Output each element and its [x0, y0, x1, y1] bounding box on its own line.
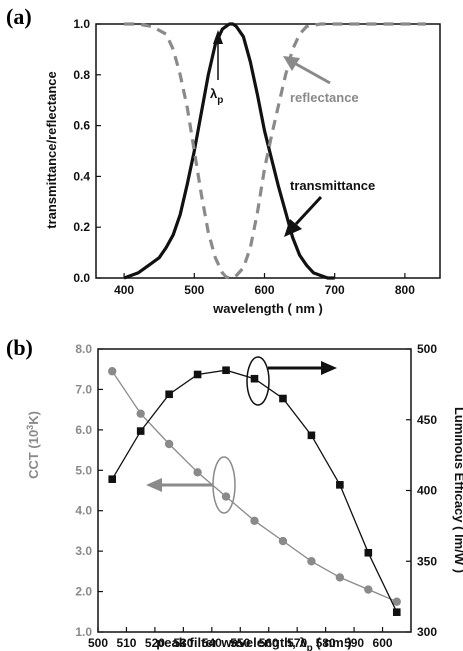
- panel-a-y-tick-label: 0.6: [73, 119, 90, 133]
- cct-axis-title-main: CCT (10: [26, 430, 41, 479]
- efficacy-data-point: [336, 481, 344, 489]
- panel-b-left-y-axis-title: CCT (103K): [25, 411, 41, 479]
- efficacy-data-point: [222, 366, 230, 375]
- panel-b-x-tick-label: 500: [88, 636, 108, 650]
- panel-b-chart: (b) 500 510 520 530 540 550 560 570 580 590 600 1.…: [6, 335, 463, 651]
- reflectance-line: [124, 22, 426, 280]
- panel-b-x-axis-title: peak filter wavelength, λp ( nm ): [156, 635, 351, 651]
- cct-data-point: [364, 585, 373, 594]
- panel-b-x-tick-label: 540: [202, 636, 222, 650]
- panel-a-plot-frame: [95, 23, 441, 279]
- panel-a-x-axis-title: wavelength ( nm ): [212, 301, 323, 316]
- cct-data-point: [136, 409, 145, 418]
- panel-b-series: [108, 366, 401, 616]
- cct-data-point: [164, 439, 174, 449]
- efficacy-data-point: [250, 374, 259, 383]
- transmittance-label: transmittance: [290, 178, 375, 193]
- panel-b-left-y-tick-label: 5.0: [75, 463, 92, 477]
- transmittance-arrow-line: [294, 195, 323, 226]
- panel-b-x-tick-label: 590: [344, 636, 364, 650]
- transmittance-line: [123, 22, 335, 280]
- cct-data-point: [335, 573, 345, 582]
- panel-b-left-y-tick-label: 6.0: [75, 423, 92, 437]
- efficacy-data-point: [279, 394, 287, 403]
- efficacy-series-line: [111, 369, 398, 613]
- transmittance-arrow-icon: [284, 219, 302, 237]
- cct-arrow-icon: [146, 478, 162, 492]
- peak-arrow-icon: [213, 30, 223, 44]
- panel-b-right-y-tick-label: 400: [417, 484, 437, 498]
- peak-lambda-subscript: p: [217, 95, 223, 106]
- cct-data-point: [250, 516, 259, 526]
- panel-b-right-y-tick-label: 500: [417, 342, 437, 356]
- peak-lambda-symbol: λ: [210, 86, 218, 101]
- panel-b-left-y-tick-label: 7.0: [75, 382, 92, 396]
- cct-data-point: [221, 492, 231, 501]
- panel-b-right-y-tick-label: 350: [417, 554, 437, 568]
- panel-a-y-axis-title: transmittance/reflectance: [44, 71, 59, 229]
- panel-a-x-tick-label: 700: [325, 283, 345, 297]
- reflectance-arrow-icon: [283, 56, 300, 71]
- reflectance-label: reflectance: [290, 90, 359, 105]
- panel-a-x-tick-label: 400: [114, 283, 134, 297]
- panel-a-x-tick-label: 600: [254, 283, 274, 297]
- cct-data-point: [278, 536, 288, 546]
- panel-b-x-tick-label: 520: [145, 636, 165, 650]
- panel-b-right-y-tick-label: 300: [417, 625, 437, 639]
- reflectance-arrow-line: [295, 62, 331, 85]
- panel-a-y-tick-label: 0.2: [73, 220, 90, 234]
- panel-b-x-ticks: 500 510 520 530 540 550 560 570 580 590 600: [88, 627, 393, 650]
- panel-b-left-y-tick-label: 3.0: [75, 544, 92, 558]
- panel-b-right-y-ticks: 300 350 400 450 500: [406, 342, 437, 639]
- panel-b-left-y-tick-label: 2.0: [75, 585, 92, 599]
- panel-a-label: (a): [6, 4, 32, 29]
- panel-b-left-y-tick-label: 1.0: [75, 625, 92, 639]
- panel-b-x-tick-label: 530: [173, 636, 193, 650]
- efficacy-data-point: [193, 370, 202, 379]
- panel-a-y-tick-label: 0.8: [73, 68, 90, 82]
- panel-b-x-tick-label: 600: [373, 636, 393, 650]
- panel-a-series: [123, 22, 426, 280]
- panel-b-left-y-tick-label: 8.0: [75, 342, 92, 356]
- efficacy-data-point: [108, 475, 117, 483]
- panel-b-x-axis-title-main: peak filter wavelength, λ: [156, 635, 307, 650]
- efficacy-data-point: [136, 427, 145, 435]
- cct-data-point: [193, 468, 202, 477]
- cct-data-point: [392, 597, 401, 606]
- panel-b-x-axis-title-unit: ( nm ): [313, 635, 352, 650]
- efficacy-data-point: [364, 548, 373, 557]
- peak-lambda-label: λp: [210, 86, 223, 106]
- panel-b-x-tick-label: 570: [287, 636, 307, 650]
- panel-b-label: (b): [6, 335, 33, 360]
- efficacy-data-point: [165, 390, 173, 399]
- panel-b-left-y-ticks: 1.0 2.0 3.0 4.0 5.0 6.0 7.0 8.0: [75, 342, 103, 639]
- panel-b-right-y-axis-title: Luminous Efficacy ( lm/W ): [452, 407, 463, 573]
- panel-a-y-tick-label: 0.4: [73, 169, 90, 183]
- panel-a-y-tick-label: 0.0: [73, 271, 90, 285]
- panel-b-x-tick-label: 550: [230, 636, 250, 650]
- panel-a-y-ticks: 0.0 0.2 0.4 0.6 0.8 1.0: [73, 17, 101, 285]
- cct-series-ellipse: [212, 456, 236, 514]
- panel-a-y-tick-label: 1.0: [73, 17, 90, 31]
- panel-b-x-tick-label: 580: [316, 636, 336, 650]
- efficacy-arrow-icon: [321, 361, 337, 375]
- panel-b-right-y-tick-label: 450: [417, 413, 437, 427]
- efficacy-series-ellipse: [246, 356, 270, 406]
- panel-a-x-tick-label: 500: [184, 283, 204, 297]
- panel-b-left-y-tick-label: 4.0: [75, 504, 92, 518]
- panel-a-chart: (a) 400 500 600 700 800 0.0 0.2 0.4 0.6 0.8 1.0 w…: [6, 4, 441, 316]
- panel-b-plot-frame: [97, 348, 412, 633]
- cct-axis-title-unit: K): [26, 411, 41, 425]
- efficacy-data-point: [392, 608, 401, 616]
- panel-a-x-ticks: 400 500 600 700 800: [114, 273, 415, 297]
- panel-b-x-axis-title-subscript: p: [307, 643, 313, 651]
- efficacy-data-point: [307, 431, 316, 440]
- cct-axis-title-superscript: 3: [25, 425, 35, 430]
- panel-b-x-tick-label: 510: [116, 636, 136, 650]
- cct-data-point: [307, 557, 316, 566]
- panel-a-x-tick-label: 800: [395, 283, 415, 297]
- cct-data-point: [108, 367, 117, 376]
- panel-b-x-tick-label: 560: [259, 636, 279, 650]
